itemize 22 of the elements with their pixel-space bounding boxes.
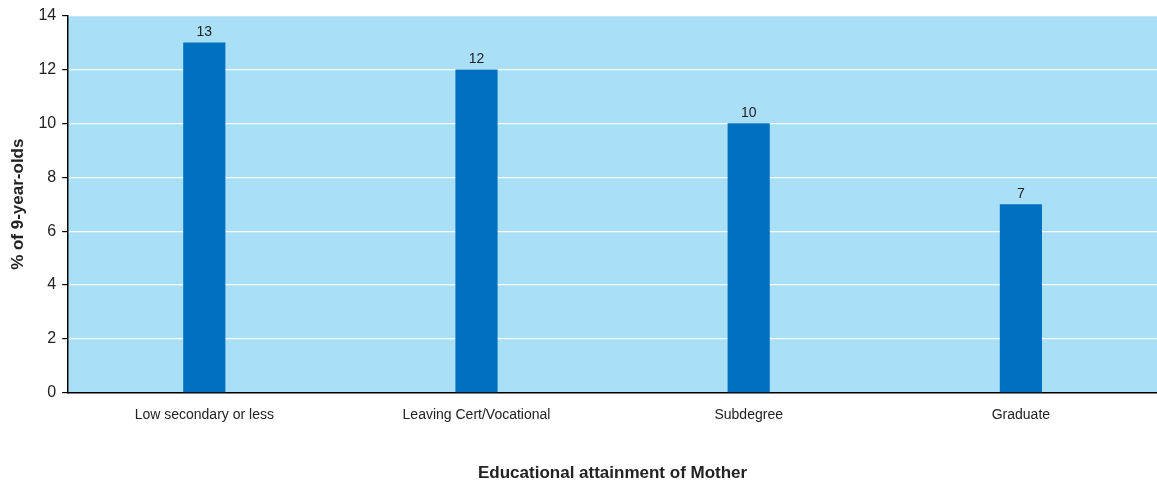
x-tick-label: Subdegree <box>714 406 784 423</box>
data-label: 10 <box>740 104 757 121</box>
x-tick-label: Leaving Cert/Vocational <box>402 406 551 423</box>
x-axis-title: Educational attainment of Mother <box>478 463 748 483</box>
y-tick-label: 0 <box>47 383 57 401</box>
data-label: 7 <box>1017 185 1025 202</box>
data-label: 12 <box>468 50 485 67</box>
y-tick-label: 8 <box>47 167 57 185</box>
bar <box>455 69 498 393</box>
data-label: 13 <box>196 23 213 40</box>
y-tick-label: 4 <box>47 275 57 293</box>
x-tick-label: Low secondary or less <box>134 406 274 423</box>
y-tick-label: 14 <box>38 6 57 24</box>
bar <box>183 42 226 393</box>
bar <box>727 123 770 393</box>
y-axis-title: % of 9-year-olds <box>7 138 27 270</box>
y-tick-label: 12 <box>38 59 57 77</box>
y-tick-label: 2 <box>47 329 57 347</box>
x-tick-label: Graduate <box>991 406 1051 423</box>
y-tick-label: 6 <box>47 221 57 239</box>
bar <box>999 204 1042 393</box>
y-tick-label: 10 <box>38 113 57 131</box>
